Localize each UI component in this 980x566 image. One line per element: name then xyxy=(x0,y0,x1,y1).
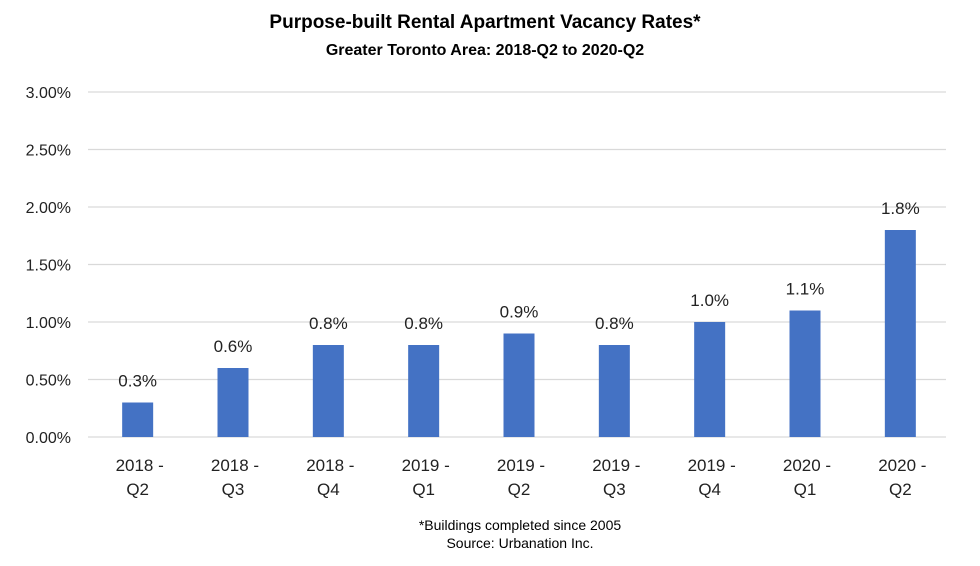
y-tick-label: 2.00% xyxy=(26,200,71,217)
x-tick-label: Q2 xyxy=(889,480,912,499)
bar xyxy=(312,345,344,437)
x-tick-label: Q3 xyxy=(222,480,245,499)
data-label: 0.8% xyxy=(404,314,443,333)
y-tick-label: 2.50% xyxy=(26,143,71,160)
x-tick-label: 2018 - xyxy=(211,456,259,475)
x-tick-label: Q1 xyxy=(412,480,435,499)
bars xyxy=(122,230,916,437)
data-label: 0.9% xyxy=(500,303,539,322)
x-tick-label: Q2 xyxy=(508,480,531,499)
bar xyxy=(217,368,249,437)
y-tick-label: 1.50% xyxy=(26,258,71,275)
x-tick-label: 2018 - xyxy=(306,456,354,475)
x-tick-label: Q2 xyxy=(126,480,149,499)
x-tick-label: 2019 - xyxy=(497,456,545,475)
y-axis-ticks: 0.00% 0.50% 1.00% 1.50% 2.00% 2.50% 3.00% xyxy=(26,85,71,447)
x-tick-label: Q4 xyxy=(317,480,340,499)
data-labels: 0.3% 0.6% 0.8% 0.8% 0.9% 0.8% 1.0% 1.1% 1.8% xyxy=(118,199,919,391)
bar xyxy=(694,322,726,437)
source-note: Source: Urbanation Inc. xyxy=(446,535,593,551)
data-label: 0.3% xyxy=(118,372,157,391)
data-label: 0.8% xyxy=(309,314,348,333)
bar xyxy=(884,230,916,437)
x-tick-label: 2020 - xyxy=(783,456,831,475)
data-label: 1.1% xyxy=(786,280,825,299)
x-tick-label: 2019 - xyxy=(688,456,736,475)
x-tick-label: 2020 - xyxy=(878,456,926,475)
data-label: 0.8% xyxy=(595,314,634,333)
data-label: 0.6% xyxy=(214,337,253,356)
x-tick-label: 2018 - xyxy=(116,456,164,475)
x-tick-label: 2019 - xyxy=(402,456,450,475)
footnote: *Buildings completed since 2005 xyxy=(419,517,622,533)
x-tick-label: Q4 xyxy=(698,480,721,499)
bar xyxy=(408,345,440,437)
chart-title: Purpose-built Rental Apartment Vacancy R… xyxy=(269,12,701,33)
y-tick-label: 0.00% xyxy=(26,430,71,447)
bar xyxy=(598,345,630,437)
x-tick-label: Q3 xyxy=(603,480,626,499)
data-label: 1.0% xyxy=(690,291,729,310)
x-tick-label: Q1 xyxy=(794,480,817,499)
bar xyxy=(503,333,535,437)
bar xyxy=(789,310,821,437)
y-tick-label: 0.50% xyxy=(26,373,71,390)
y-tick-label: 1.00% xyxy=(26,315,71,332)
bar xyxy=(122,402,154,437)
y-tick-label: 3.00% xyxy=(26,85,71,102)
x-axis-ticks: 2018 - Q2 2018 - Q3 2018 - Q4 2019 - Q1 2019 - Q2… xyxy=(116,456,927,499)
data-label: 1.8% xyxy=(881,199,920,218)
x-tick-label: 2019 - xyxy=(592,456,640,475)
chart-subtitle: Greater Toronto Area: 2018-Q2 to 2020-Q2 xyxy=(326,42,644,59)
